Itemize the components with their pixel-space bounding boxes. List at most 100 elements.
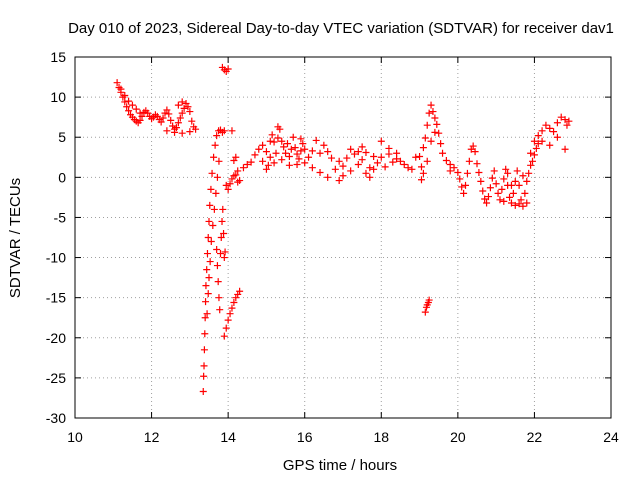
y-axis-title: SDTVAR / TECUs xyxy=(7,178,24,298)
data-point xyxy=(213,173,221,181)
data-point xyxy=(500,175,508,183)
data-point xyxy=(385,144,393,152)
y-tick-label: -25 xyxy=(46,370,66,386)
data-point xyxy=(408,165,416,173)
data-point xyxy=(362,148,370,156)
data-point xyxy=(362,169,370,177)
data-point xyxy=(270,159,278,167)
data-point xyxy=(287,145,295,153)
data-point xyxy=(259,141,267,149)
data-point xyxy=(174,119,182,127)
data-point xyxy=(228,127,236,135)
x-tick-label: 18 xyxy=(373,429,389,445)
data-point xyxy=(347,167,355,175)
data-point xyxy=(431,128,439,136)
data-point xyxy=(393,149,401,157)
data-point xyxy=(293,150,301,158)
data-point xyxy=(206,201,214,209)
data-point xyxy=(230,156,238,164)
data-point xyxy=(266,137,274,145)
data-point xyxy=(157,118,165,126)
data-point xyxy=(274,134,282,142)
data-point xyxy=(370,165,378,173)
data-point xyxy=(204,234,212,241)
data-point xyxy=(224,316,232,324)
data-point xyxy=(201,330,209,338)
data-point xyxy=(188,117,196,125)
data-point xyxy=(437,140,445,148)
data-point xyxy=(475,169,483,177)
data-point xyxy=(511,177,519,185)
data-point xyxy=(343,154,351,162)
data-point xyxy=(236,177,244,185)
data-point xyxy=(207,238,215,246)
data-point xyxy=(504,169,512,177)
data-point xyxy=(308,147,316,155)
y-axis-tick-labels: 15 10 5 0 -5 -10 -15 -20 -25 -30 xyxy=(46,49,66,426)
data-point xyxy=(259,157,267,165)
data-point xyxy=(538,137,546,145)
data-point xyxy=(192,125,200,133)
data-point xyxy=(557,113,565,121)
data-point xyxy=(278,137,286,145)
data-point xyxy=(435,129,443,137)
data-point xyxy=(163,106,171,114)
y-tick-label: 5 xyxy=(58,129,66,145)
data-point xyxy=(530,137,538,145)
data-point xyxy=(165,110,173,118)
data-point xyxy=(205,274,213,282)
data-point xyxy=(278,156,286,164)
data-point xyxy=(396,157,404,165)
chart-title: Day 010 of 2023, Sidereal Day-to-day VTE… xyxy=(68,20,614,37)
data-point xyxy=(377,153,385,161)
data-point xyxy=(389,158,397,166)
data-point xyxy=(203,250,211,258)
data-point xyxy=(462,181,470,189)
data-point xyxy=(460,189,468,197)
x-tick-label: 20 xyxy=(450,429,466,445)
data-point xyxy=(473,160,481,168)
data-point xyxy=(125,97,133,105)
data-point xyxy=(270,138,278,146)
data-point xyxy=(220,332,228,340)
data-point xyxy=(515,200,523,208)
x-tick-label: 22 xyxy=(527,429,543,445)
data-point xyxy=(205,217,213,225)
data-point xyxy=(486,184,494,192)
data-point xyxy=(178,109,186,117)
data-point xyxy=(220,254,228,262)
data-point xyxy=(214,278,222,286)
data-point xyxy=(220,229,228,237)
data-point xyxy=(550,128,558,136)
data-point xyxy=(527,161,535,169)
plot-frame xyxy=(74,56,612,419)
data-series-dav1 xyxy=(113,63,573,396)
data-point xyxy=(121,92,129,100)
data-point xyxy=(534,140,542,148)
data-point xyxy=(421,308,429,316)
data-point xyxy=(324,148,332,156)
y-tick-label: -15 xyxy=(46,290,66,306)
data-point xyxy=(488,174,496,182)
data-point xyxy=(212,189,220,197)
data-point xyxy=(523,199,531,207)
data-point xyxy=(433,120,441,128)
data-point xyxy=(293,160,301,168)
data-point xyxy=(492,180,500,188)
data-point xyxy=(289,133,297,141)
data-point xyxy=(219,205,227,213)
data-point xyxy=(295,155,303,163)
data-point xyxy=(416,152,424,160)
data-point xyxy=(477,177,485,185)
data-point xyxy=(496,196,504,204)
data-point xyxy=(509,189,517,197)
data-point xyxy=(239,164,247,172)
x-tick-label: 12 xyxy=(144,429,160,445)
data-point xyxy=(186,128,194,136)
data-point xyxy=(121,98,129,106)
data-point xyxy=(136,109,144,117)
data-point xyxy=(427,101,435,109)
data-point xyxy=(404,164,412,172)
data-point xyxy=(354,160,362,168)
data-point xyxy=(202,298,210,306)
